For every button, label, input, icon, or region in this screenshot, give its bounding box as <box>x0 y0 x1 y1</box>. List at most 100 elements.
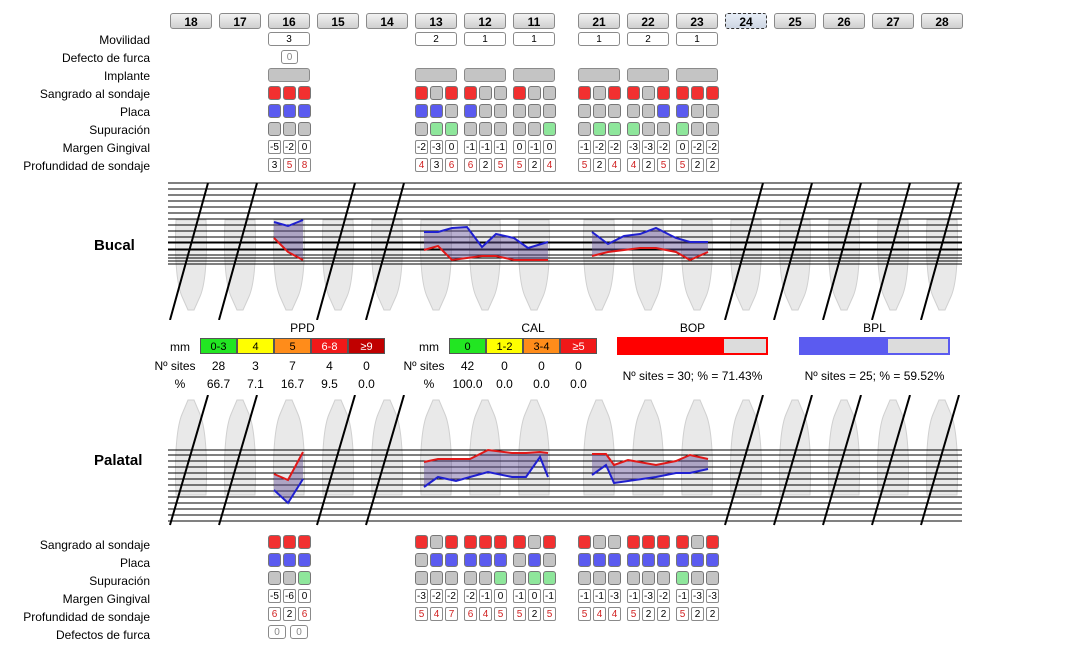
bleeding-palatal-11-2[interactable] <box>528 535 541 549</box>
plaque-bucal-13-2[interactable] <box>430 104 443 118</box>
gingival-margin-palatal-16-2[interactable]: -6 <box>283 589 296 603</box>
tooth-button-11[interactable]: 11 <box>513 13 555 29</box>
bleeding-palatal-23-3[interactable] <box>706 535 719 549</box>
gingival-margin-palatal-13-3[interactable]: -2 <box>445 589 458 603</box>
probing-depth-bucal-22-1[interactable]: 4 <box>627 158 640 172</box>
tooth-button-14[interactable]: 14 <box>366 13 408 29</box>
probing-depth-bucal-12-1[interactable]: 6 <box>464 158 477 172</box>
suppuration-bucal-11-1[interactable] <box>513 122 526 136</box>
bleeding-palatal-22-2[interactable] <box>642 535 655 549</box>
plaque-bucal-12-2[interactable] <box>479 104 492 118</box>
bleeding-bucal-21-2[interactable] <box>593 86 606 100</box>
tooth-button-27[interactable]: 27 <box>872 13 914 29</box>
plaque-palatal-16-1[interactable] <box>268 553 281 567</box>
probing-depth-palatal-13-3[interactable]: 7 <box>445 607 458 621</box>
bleeding-bucal-12-3[interactable] <box>494 86 507 100</box>
suppuration-palatal-11-2[interactable] <box>528 571 541 585</box>
gingival-margin-palatal-12-1[interactable]: -2 <box>464 589 477 603</box>
plaque-palatal-11-1[interactable] <box>513 553 526 567</box>
suppuration-palatal-22-1[interactable] <box>627 571 640 585</box>
probing-depth-bucal-16-2[interactable]: 5 <box>283 158 296 172</box>
gingival-margin-bucal-22-3[interactable]: -2 <box>657 140 670 154</box>
gingival-margin-palatal-21-1[interactable]: -1 <box>578 589 591 603</box>
gingival-margin-palatal-12-2[interactable]: -1 <box>479 589 492 603</box>
probing-depth-palatal-11-2[interactable]: 2 <box>528 607 541 621</box>
gingival-margin-palatal-13-2[interactable]: -2 <box>430 589 443 603</box>
tooth-button-15[interactable]: 15 <box>317 13 359 29</box>
bleeding-palatal-11-1[interactable] <box>513 535 526 549</box>
probing-depth-bucal-22-3[interactable]: 5 <box>657 158 670 172</box>
probing-depth-palatal-22-3[interactable]: 2 <box>657 607 670 621</box>
probing-depth-bucal-21-3[interactable]: 4 <box>608 158 621 172</box>
gingival-margin-palatal-16-3[interactable]: 0 <box>298 589 311 603</box>
gingival-margin-palatal-23-3[interactable]: -3 <box>706 589 719 603</box>
suppuration-bucal-11-2[interactable] <box>528 122 541 136</box>
suppuration-bucal-23-2[interactable] <box>691 122 704 136</box>
probing-depth-bucal-22-2[interactable]: 2 <box>642 158 655 172</box>
tooth-button-22[interactable]: 22 <box>627 13 669 29</box>
probing-depth-bucal-11-3[interactable]: 4 <box>543 158 556 172</box>
mobility-field-21[interactable]: 1 <box>578 32 620 46</box>
bleeding-bucal-16-3[interactable] <box>298 86 311 100</box>
probing-depth-bucal-16-1[interactable]: 3 <box>268 158 281 172</box>
gingival-margin-bucal-21-1[interactable]: -1 <box>578 140 591 154</box>
furcation-palatal-16-2[interactable]: 0 <box>290 625 308 639</box>
plaque-palatal-23-2[interactable] <box>691 553 704 567</box>
plaque-palatal-22-2[interactable] <box>642 553 655 567</box>
probing-depth-bucal-23-3[interactable]: 2 <box>706 158 719 172</box>
suppuration-bucal-16-1[interactable] <box>268 122 281 136</box>
probing-depth-palatal-11-1[interactable]: 5 <box>513 607 526 621</box>
plaque-bucal-13-1[interactable] <box>415 104 428 118</box>
bleeding-bucal-13-2[interactable] <box>430 86 443 100</box>
gingival-margin-palatal-21-2[interactable]: -1 <box>593 589 606 603</box>
mobility-field-16[interactable]: 3 <box>268 32 310 46</box>
probing-depth-bucal-21-2[interactable]: 2 <box>593 158 606 172</box>
gingival-margin-palatal-11-1[interactable]: -1 <box>513 589 526 603</box>
probing-depth-palatal-21-2[interactable]: 4 <box>593 607 606 621</box>
bleeding-palatal-16-3[interactable] <box>298 535 311 549</box>
tooth-button-21[interactable]: 21 <box>578 13 620 29</box>
probing-depth-palatal-16-2[interactable]: 2 <box>283 607 296 621</box>
probing-depth-palatal-23-3[interactable]: 2 <box>706 607 719 621</box>
bleeding-bucal-23-2[interactable] <box>691 86 704 100</box>
probing-depth-bucal-21-1[interactable]: 5 <box>578 158 591 172</box>
suppuration-palatal-23-1[interactable] <box>676 571 689 585</box>
plaque-palatal-22-1[interactable] <box>627 553 640 567</box>
suppuration-bucal-12-2[interactable] <box>479 122 492 136</box>
plaque-bucal-22-2[interactable] <box>642 104 655 118</box>
bleeding-bucal-12-2[interactable] <box>479 86 492 100</box>
mobility-field-12[interactable]: 1 <box>464 32 506 46</box>
plaque-palatal-21-3[interactable] <box>608 553 621 567</box>
suppuration-palatal-16-3[interactable] <box>298 571 311 585</box>
suppuration-bucal-21-2[interactable] <box>593 122 606 136</box>
bleeding-palatal-12-3[interactable] <box>494 535 507 549</box>
bleeding-bucal-13-3[interactable] <box>445 86 458 100</box>
suppuration-bucal-23-1[interactable] <box>676 122 689 136</box>
plaque-palatal-13-3[interactable] <box>445 553 458 567</box>
plaque-bucal-16-1[interactable] <box>268 104 281 118</box>
suppuration-bucal-13-1[interactable] <box>415 122 428 136</box>
gingival-margin-bucal-16-3[interactable]: 0 <box>298 140 311 154</box>
suppuration-palatal-16-2[interactable] <box>283 571 296 585</box>
tooth-button-12[interactable]: 12 <box>464 13 506 29</box>
probing-depth-palatal-22-1[interactable]: 5 <box>627 607 640 621</box>
plaque-bucal-16-3[interactable] <box>298 104 311 118</box>
plaque-bucal-23-2[interactable] <box>691 104 704 118</box>
implant-toggle-13[interactable] <box>415 68 457 82</box>
bleeding-palatal-12-2[interactable] <box>479 535 492 549</box>
plaque-bucal-22-1[interactable] <box>627 104 640 118</box>
probing-depth-palatal-16-1[interactable]: 6 <box>268 607 281 621</box>
gingival-margin-bucal-23-3[interactable]: -2 <box>706 140 719 154</box>
gingival-margin-palatal-22-1[interactable]: -1 <box>627 589 640 603</box>
suppuration-palatal-22-3[interactable] <box>657 571 670 585</box>
gingival-margin-palatal-16-1[interactable]: -5 <box>268 589 281 603</box>
gingival-margin-palatal-22-3[interactable]: -2 <box>657 589 670 603</box>
bleeding-bucal-11-3[interactable] <box>543 86 556 100</box>
probing-depth-palatal-12-3[interactable]: 5 <box>494 607 507 621</box>
suppuration-palatal-16-1[interactable] <box>268 571 281 585</box>
bleeding-palatal-16-2[interactable] <box>283 535 296 549</box>
gingival-margin-palatal-11-3[interactable]: -1 <box>543 589 556 603</box>
suppuration-bucal-16-3[interactable] <box>298 122 311 136</box>
tooth-button-13[interactable]: 13 <box>415 13 457 29</box>
plaque-bucal-11-3[interactable] <box>543 104 556 118</box>
